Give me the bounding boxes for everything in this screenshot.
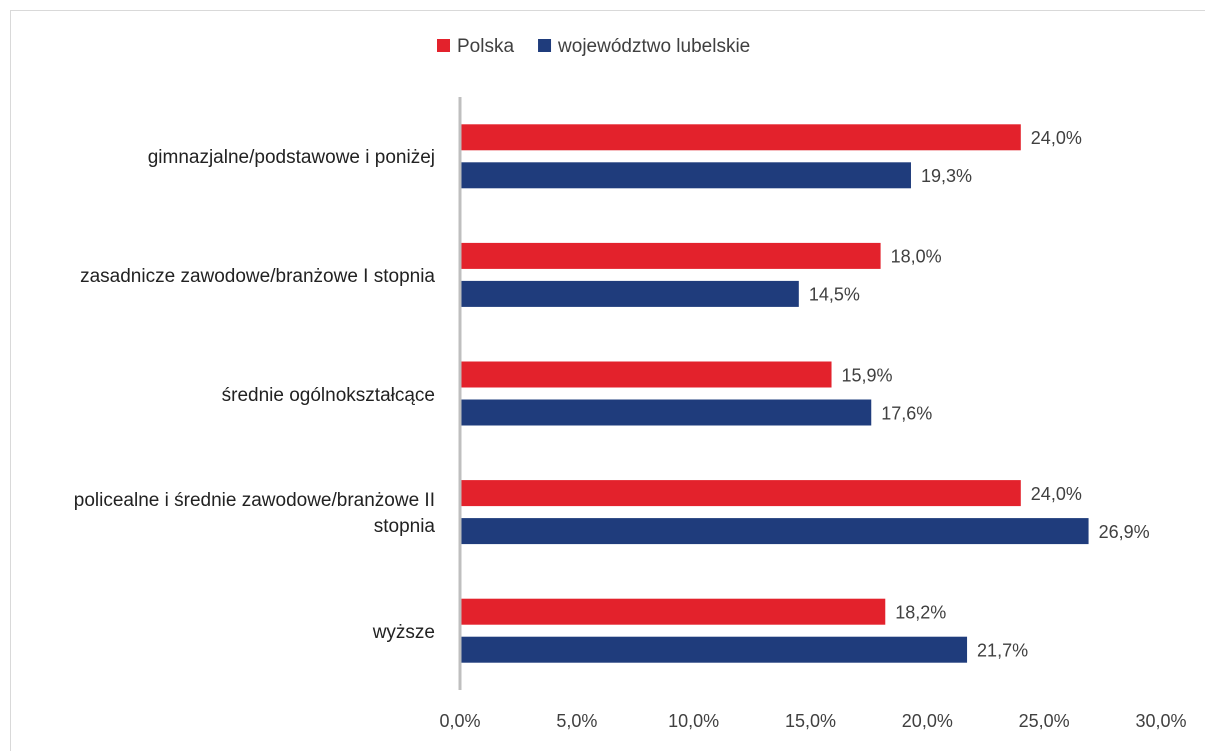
value-label: 24,0% bbox=[1031, 128, 1082, 148]
x-tick-label: 5,0% bbox=[556, 711, 597, 731]
bar bbox=[460, 636, 968, 663]
value-label: 21,7% bbox=[977, 640, 1028, 660]
x-tick-label: 10,0% bbox=[668, 711, 719, 731]
value-label: 26,9% bbox=[1099, 522, 1150, 542]
x-tick-label: 30,0% bbox=[1135, 711, 1186, 731]
x-tick-label: 15,0% bbox=[785, 711, 836, 731]
y-tick-label: zasadnicze zawodowe/branżowe I stopnia bbox=[80, 265, 435, 287]
x-tick-label: 0,0% bbox=[439, 711, 480, 731]
bar bbox=[460, 124, 1021, 151]
y-tick-label: wyższe bbox=[372, 621, 435, 643]
bar bbox=[460, 162, 911, 189]
legend-swatch bbox=[437, 39, 450, 52]
legend-label: Polska bbox=[457, 36, 514, 57]
x-tick-label: 25,0% bbox=[1019, 711, 1070, 731]
value-label: 24,0% bbox=[1031, 484, 1082, 504]
bar bbox=[460, 361, 832, 388]
value-label: 19,3% bbox=[921, 166, 972, 186]
bar bbox=[460, 399, 872, 426]
bar bbox=[460, 280, 799, 307]
x-tick-label: 20,0% bbox=[902, 711, 953, 731]
value-label: 15,9% bbox=[842, 365, 893, 385]
bar bbox=[460, 518, 1089, 545]
legend-swatch bbox=[538, 39, 552, 52]
value-label: 18,2% bbox=[895, 602, 946, 622]
legend-label: województwo lubelskie bbox=[557, 36, 750, 57]
bar bbox=[460, 480, 1021, 507]
value-label: 18,0% bbox=[891, 247, 942, 267]
bar bbox=[460, 242, 881, 269]
value-label: 14,5% bbox=[809, 285, 860, 305]
y-tick-label: policealne i średnie zawodowe/branżowe I… bbox=[73, 490, 435, 538]
bar bbox=[460, 598, 886, 625]
y-tick-label: średnie ogólnokształcące bbox=[221, 384, 435, 406]
chart-border bbox=[10, 10, 1205, 751]
value-label: 17,6% bbox=[881, 403, 932, 423]
y-tick-label: gimnazjalne/podstawowe i poniżej bbox=[147, 147, 435, 169]
